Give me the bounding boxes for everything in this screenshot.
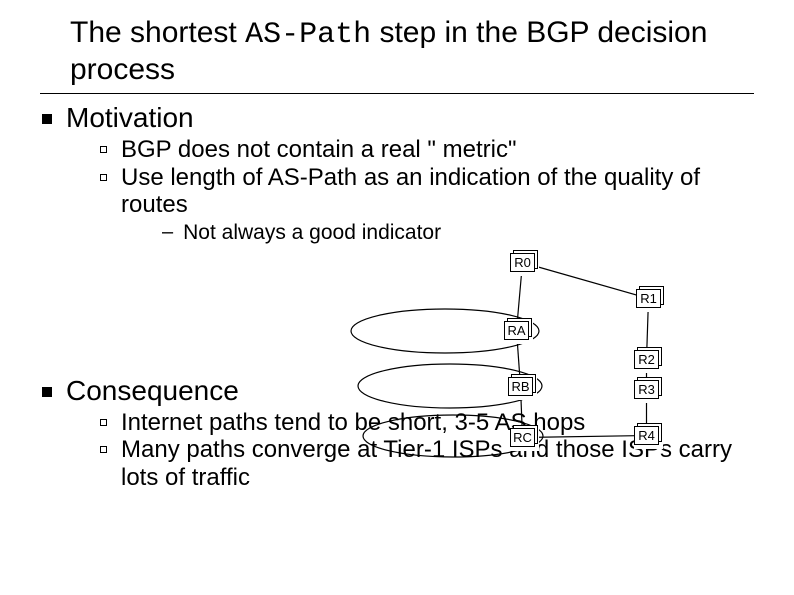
- motivation-subitem: – Not always a good indicator: [162, 221, 754, 245]
- hollow-square-bullet-icon: [100, 174, 107, 181]
- node-front-face: RB: [508, 377, 533, 396]
- network-diagram: R0 R1 RA R2 RB R3 RC R4: [340, 253, 770, 483]
- router-node-r4: R4: [634, 426, 663, 449]
- motivation-item-1-text: BGP does not contain a real " metric": [121, 136, 516, 164]
- motivation-item-2-text: Use length of AS-Path as an indication o…: [121, 164, 754, 219]
- node-front-face: R2: [634, 350, 659, 369]
- motivation-heading-row: Motivation: [42, 102, 754, 134]
- edge: [523, 436, 647, 438]
- router-node-r2: R2: [634, 350, 663, 373]
- node-front-face: R1: [636, 289, 661, 308]
- hollow-square-bullet-icon: [100, 146, 107, 153]
- square-bullet-icon: [42, 114, 52, 124]
- node-front-face: R4: [634, 426, 659, 445]
- edge: [523, 263, 649, 299]
- router-node-rc: RC: [510, 428, 539, 451]
- motivation-item-2: Use length of AS-Path as an indication o…: [100, 164, 754, 219]
- title-mono: AS-Path: [245, 18, 371, 52]
- slide-title: The shortest AS-Path step in the BGP dec…: [70, 16, 754, 87]
- hollow-square-bullet-icon: [100, 446, 107, 453]
- slide: The shortest AS-Path step in the BGP dec…: [0, 0, 794, 595]
- motivation-heading: Motivation: [66, 102, 194, 134]
- node-front-face: R3: [634, 380, 659, 399]
- router-node-r0: R0: [510, 253, 539, 276]
- router-node-r3: R3: [634, 380, 663, 403]
- diagram-svg: [340, 253, 770, 483]
- node-front-face: RA: [504, 321, 529, 340]
- node-front-face: RC: [510, 428, 535, 447]
- square-bullet-icon: [42, 387, 52, 397]
- motivation-subitem-text: Not always a good indicator: [183, 221, 441, 245]
- title-pre: The shortest: [70, 16, 245, 49]
- router-node-rb: RB: [508, 377, 537, 400]
- router-node-ra: RA: [504, 321, 533, 344]
- consequence-heading: Consequence: [66, 375, 239, 407]
- router-node-r1: R1: [636, 289, 665, 312]
- dash-bullet-icon: –: [162, 221, 173, 244]
- title-divider: [40, 93, 754, 94]
- hollow-square-bullet-icon: [100, 419, 107, 426]
- motivation-item-1: BGP does not contain a real " metric": [100, 136, 754, 164]
- node-front-face: R0: [510, 253, 535, 272]
